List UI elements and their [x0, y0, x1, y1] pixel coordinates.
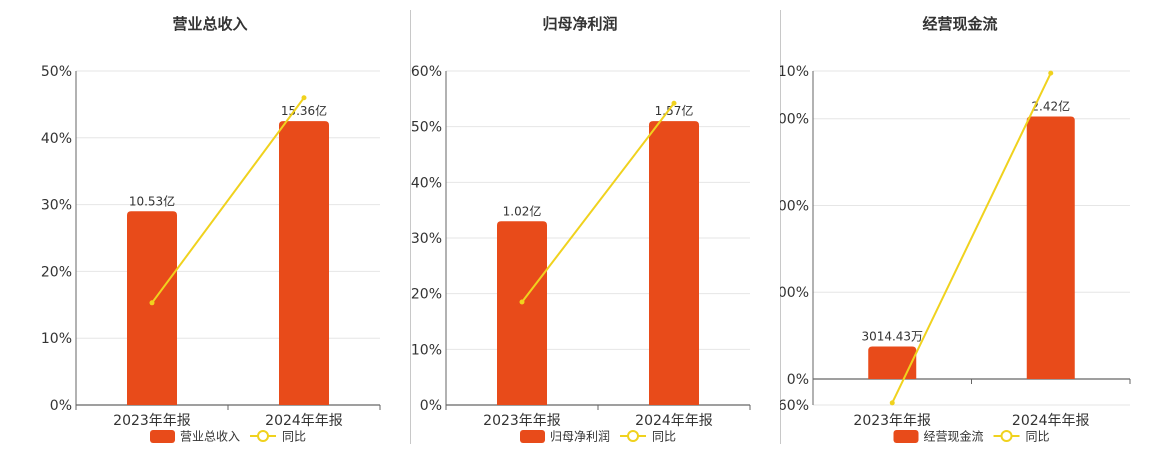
y-tick-label: 30% [41, 198, 72, 214]
y-tick-label: 20% [411, 287, 442, 303]
bar [127, 211, 177, 405]
bar [1026, 116, 1075, 379]
chart-title: 经营现金流 [922, 15, 997, 33]
x-category-label: 2023年年报 [483, 413, 561, 429]
x-category-label: 2023年年报 [113, 413, 191, 429]
y-tick-label: 200% [780, 285, 809, 301]
y-tick-label: 20% [41, 264, 72, 280]
revenue-chart-panel: 营业总收入 0% 10% 20% 30% 40% 50% 10.53亿 15.36亿 2023年年… [0, 0, 410, 450]
y-tick-label: 30% [411, 231, 442, 247]
cash-flow-chart-panel: 经营现金流 -60% 0% 200% 400% 600% 710% 3014.43万 2.42亿… [780, 0, 1160, 450]
yoy-point [1048, 70, 1054, 76]
x-category-label: 2023年年报 [853, 413, 931, 429]
yoy-point [519, 299, 525, 305]
legend-bar-label: 经营现金流 [924, 429, 984, 444]
y-tick-label: 40% [41, 131, 72, 147]
yoy-line [891, 72, 1052, 404]
bar [868, 346, 917, 379]
bar-value-label: 10.53亿 [129, 193, 175, 208]
legend-line-label: 同比 [652, 430, 676, 444]
bar-value-label: 2.42亿 [1031, 99, 1070, 114]
yoy-point [149, 300, 155, 306]
y-tick-label: 10% [41, 331, 72, 347]
bar-value-label: 15.36亿 [281, 103, 327, 118]
y-tick-label: 40% [411, 175, 442, 191]
panel-divider [780, 10, 781, 444]
y-tick-label: -60% [780, 398, 809, 414]
legend-line-marker [257, 430, 270, 442]
x-category-label: 2024年年报 [635, 413, 713, 429]
net-profit-chart-panel: 归母净利润 0% 10% 20% 30% 40% 50% 60% 1.02亿 1.57亿 2023年… [410, 0, 780, 450]
legend-line-label: 同比 [282, 430, 306, 444]
legend-bar-label: 营业总收入 [180, 430, 240, 444]
yoy-line [151, 97, 305, 304]
y-tick-label: 0% [787, 372, 809, 388]
bar [497, 221, 547, 405]
panel-divider [410, 10, 411, 444]
y-tick-label: 0% [50, 398, 72, 414]
y-tick-label: 400% [780, 198, 809, 214]
net-profit-chart: 归母净利润0%10%20%30%40%50%60%1.02亿1.57亿2023年… [411, 15, 751, 444]
legend-bar-swatch [150, 430, 175, 443]
revenue-chart: 营业总收入 0% 10% 20% 30% 40% 50% 10.53亿 15.36亿 2023年年… [41, 15, 381, 444]
y-tick-label: 0% [420, 398, 442, 414]
bar-value-label: 1.02亿 [503, 203, 542, 218]
yoy-point [889, 400, 895, 406]
x-category-label: 2024年年报 [265, 413, 343, 429]
y-tick-label: 60% [411, 64, 442, 80]
legend-bar-label: 归母净利润 [550, 430, 610, 444]
legend-line-marker [627, 430, 640, 442]
cash-flow-chart: 经营现金流 -60% 0% 200% 400% 600% 710% 3014.43万 2.42亿… [780, 15, 1131, 444]
y-tick-label: 600% [780, 112, 809, 128]
y-tick-label: 710% [780, 64, 809, 80]
y-tick-label: 50% [41, 64, 72, 80]
y-tick-label: 10% [411, 342, 442, 358]
bar-value-label: 3014.43万 [861, 329, 923, 343]
legend-line-label: 同比 [1026, 430, 1050, 444]
legend-line-marker [1000, 430, 1013, 442]
chart-title: 营业总收入 [172, 15, 247, 33]
y-tick-label: 50% [411, 120, 442, 136]
yoy-point [671, 100, 677, 106]
bar [279, 121, 329, 405]
yoy-point [301, 95, 307, 101]
bar [649, 121, 699, 405]
chart-title: 归母净利润 [542, 15, 617, 33]
legend-bar-swatch [893, 430, 919, 443]
x-category-label: 2024年年报 [1012, 413, 1090, 429]
legend-bar-swatch [520, 430, 545, 443]
yoy-line [521, 102, 675, 303]
